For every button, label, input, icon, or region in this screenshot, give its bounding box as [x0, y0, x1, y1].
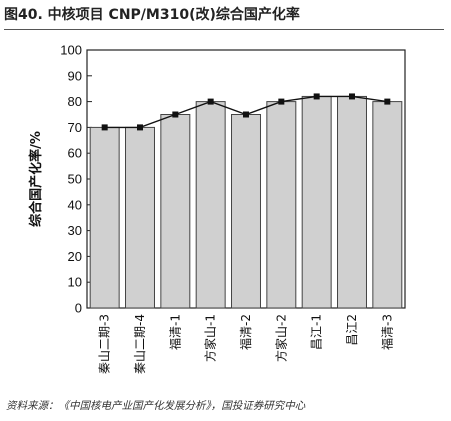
- title-divider: [4, 29, 444, 30]
- x-tick-label: 方家山-2: [273, 314, 288, 362]
- y-tick-label: 0: [75, 301, 82, 316]
- labels-group: 0 10 20 30 40 50 60 70 80 90 100 综合国产化率/% 秦山二期-3 秦山二期…: [28, 43, 394, 374]
- data-point-marker: [207, 98, 214, 105]
- trend-line-group: [101, 93, 391, 131]
- bar: [195, 101, 226, 309]
- x-tick-label: 福清-1: [167, 314, 182, 350]
- x-tick-label: 福清-2: [238, 314, 253, 350]
- bar: [266, 101, 297, 309]
- data-point-marker: [137, 124, 143, 131]
- bars-group: [89, 95, 403, 309]
- data-point-marker: [172, 111, 179, 118]
- x-tick-label: 昌江-1: [310, 314, 324, 350]
- bar: [160, 114, 191, 309]
- y-tick-label: 40: [68, 197, 82, 212]
- x-tick-label: 秦山二期-4: [133, 314, 147, 374]
- figure-title: 图40. 中核项目 CNP/M310(改)综合国产化率: [4, 7, 300, 23]
- y-tick-label: 100: [60, 43, 82, 58]
- data-point-marker: [349, 93, 355, 100]
- data-point-marker: [243, 111, 249, 118]
- bar: [301, 95, 332, 309]
- y-tick-label: 70: [68, 120, 82, 135]
- y-axis-label: 综合国产化率/%: [28, 131, 44, 227]
- y-tick-label: 20: [68, 249, 82, 264]
- data-point-marker: [313, 93, 320, 100]
- x-tick-label: 方家山-1: [203, 314, 218, 362]
- bar: [337, 95, 367, 309]
- y-tick-label: 80: [68, 94, 82, 109]
- bar: [125, 126, 155, 309]
- y-tick-label: 30: [68, 223, 82, 238]
- source-note: 资料来源：《中国核电产业国产化发展分析》，国投证券研究中心: [6, 400, 306, 412]
- bar: [372, 101, 403, 309]
- data-point-marker: [101, 124, 108, 131]
- y-tick-label: 60: [68, 146, 82, 161]
- x-tick-label: 福清-3: [379, 314, 394, 350]
- data-point-marker: [384, 98, 391, 105]
- bar: [89, 126, 120, 309]
- x-tick-label: 秦山二期-3: [98, 314, 112, 374]
- y-tick-label: 10: [68, 275, 82, 290]
- y-tick-label: 90: [68, 68, 82, 83]
- y-tick-label: 50: [68, 172, 82, 187]
- x-tick-label: 昌江2: [345, 314, 359, 346]
- data-point-marker: [278, 98, 285, 105]
- bar: [231, 114, 261, 309]
